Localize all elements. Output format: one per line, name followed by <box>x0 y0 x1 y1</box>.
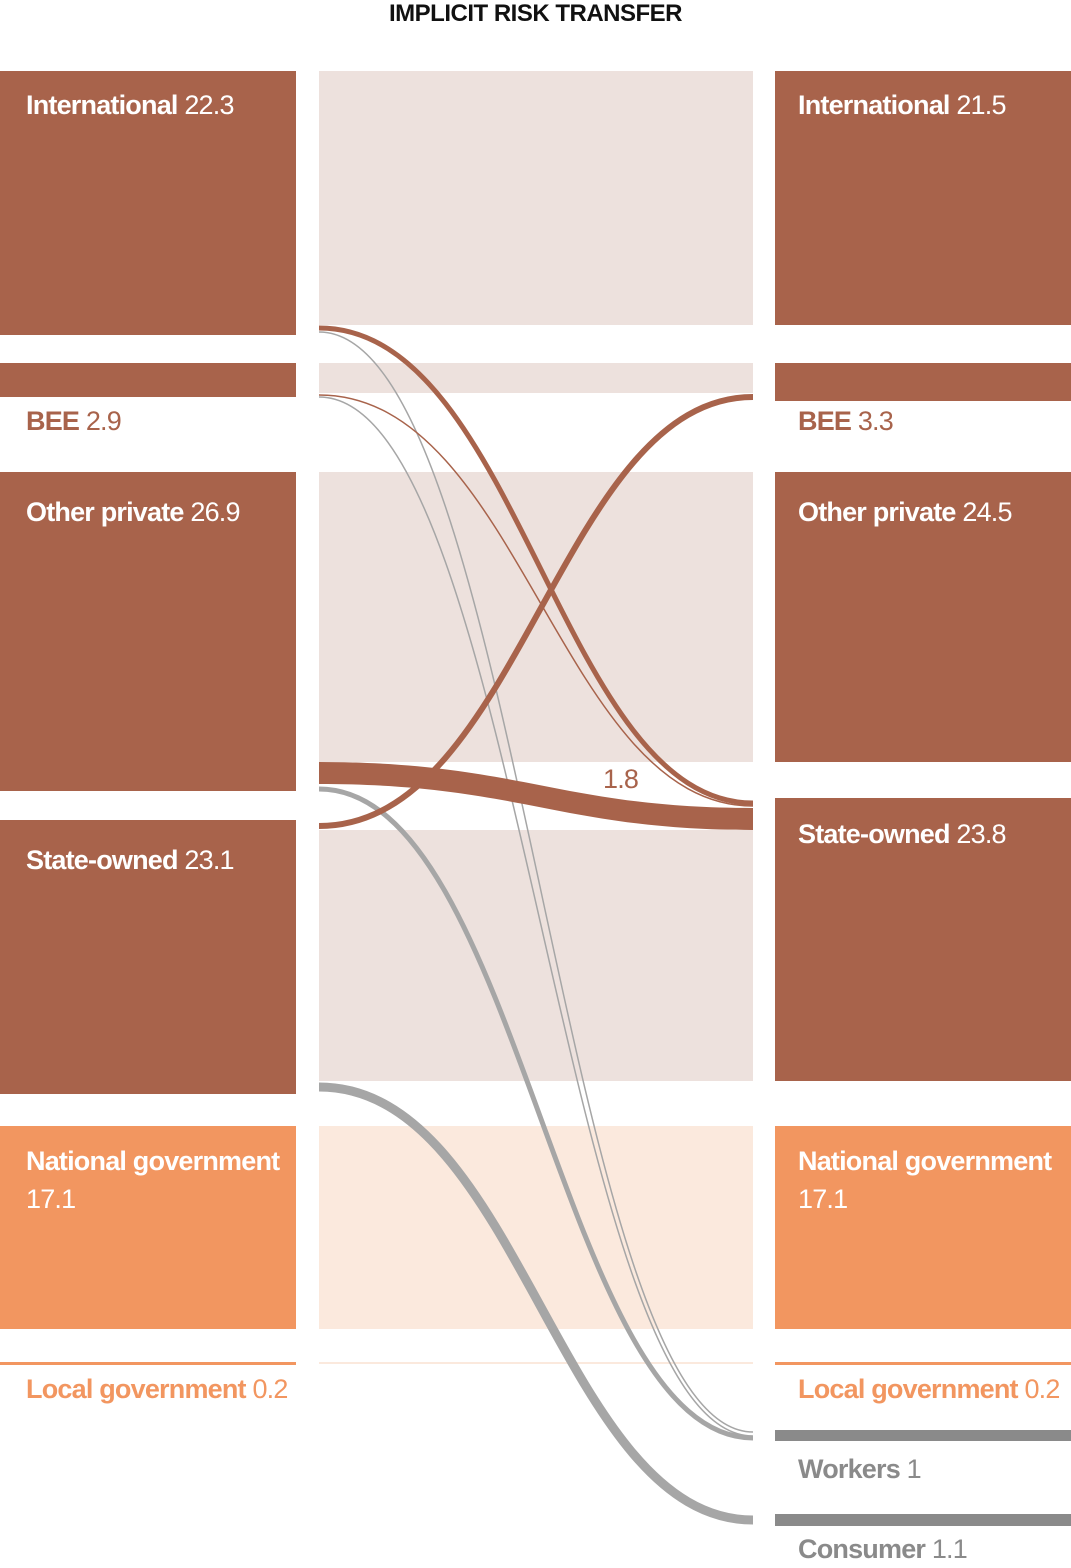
node-value: 0.2 <box>252 1374 288 1404</box>
node-value: 3.3 <box>857 406 894 436</box>
node-value: 0.2 <box>1024 1374 1060 1404</box>
band-international <box>319 71 753 325</box>
right-block-national-government <box>775 1126 1071 1329</box>
right-label-other-private: Other private 24.5 <box>798 493 1013 531</box>
flow-state-owned-to-consumer <box>318 1082 754 1525</box>
left-label-other-private: Other private 26.9 <box>26 493 241 531</box>
left-block-national-government <box>0 1126 296 1329</box>
right-block-consumer <box>775 1514 1071 1526</box>
flow-value-label: 1.8 <box>603 764 639 794</box>
left-block-local-government <box>0 1362 296 1365</box>
flow-state-owned-to-bee <box>318 394 754 829</box>
flow-bee-to-state-owned <box>318 394 754 807</box>
band-local-government <box>319 1362 753 1364</box>
node-name: Local government <box>798 1374 1019 1404</box>
node-value: 21.5 <box>956 90 1006 120</box>
right-block-international <box>775 71 1071 325</box>
node-value: 26.9 <box>190 497 240 527</box>
left-block-international <box>0 71 296 335</box>
node-name: Other private <box>26 497 184 527</box>
right-label-consumer: Consumer 1.1 <box>798 1530 968 1568</box>
band-bee <box>319 363 753 393</box>
right-label-national-government: National government 17.1 <box>798 1142 1063 1218</box>
node-value: 1 <box>906 1454 922 1484</box>
left-label-state-owned: State-owned 23.1 <box>26 841 235 879</box>
node-value: 17.1 <box>26 1184 76 1214</box>
right-label-international: International 21.5 <box>798 86 1006 124</box>
left-block-state-owned <box>0 820 296 1094</box>
node-value: 23.1 <box>184 845 234 875</box>
band-state-owned <box>319 830 753 1081</box>
flow-other-private-to-workers <box>318 786 754 1441</box>
right-block-state-owned <box>775 798 1071 1081</box>
flow-other-private-to-state-owned <box>319 762 753 830</box>
diagram-title: IMPLICIT RISK TRANSFER <box>389 0 683 27</box>
node-name: BEE <box>798 406 852 436</box>
right-label-workers: Workers 1 <box>798 1450 922 1488</box>
node-name: State-owned <box>26 845 179 875</box>
node-name: Workers <box>798 1454 901 1484</box>
right-block-workers <box>775 1430 1071 1441</box>
node-name: Local government <box>26 1374 247 1404</box>
node-name: International <box>798 90 950 120</box>
node-value: 24.5 <box>962 497 1012 527</box>
left-block-other-private <box>0 472 296 791</box>
node-value: 23.8 <box>956 819 1006 849</box>
node-name: State-owned <box>798 819 951 849</box>
right-block-local-government <box>775 1362 1071 1365</box>
left-label-bee: BEE 2.9 <box>26 402 122 440</box>
node-value: 2.9 <box>85 406 122 436</box>
flow-international-to-workers <box>318 331 754 1433</box>
flow-international-to-state-owned <box>318 325 754 806</box>
node-name: Other private <box>798 497 956 527</box>
node-value: 1.1 <box>931 1534 968 1564</box>
node-name: Consumer <box>798 1534 926 1564</box>
right-label-state-owned: State-owned 23.8 <box>798 815 1007 853</box>
node-value: 17.1 <box>798 1184 848 1214</box>
right-block-other-private <box>775 472 1071 762</box>
node-name: International <box>26 90 178 120</box>
flow-bee-to-workers <box>318 396 754 1437</box>
left-label-international: International 22.3 <box>26 86 234 124</box>
node-name: BEE <box>26 406 80 436</box>
right-block-bee <box>775 363 1071 401</box>
node-value: 22.3 <box>184 90 234 120</box>
left-label-local-government: Local government 0.2 <box>26 1370 288 1408</box>
node-name: National government <box>26 1146 280 1176</box>
right-label-bee: BEE 3.3 <box>798 402 894 440</box>
left-block-bee <box>0 363 296 397</box>
left-label-national-government: National government 17.1 <box>26 1142 291 1218</box>
right-label-local-government: Local government 0.2 <box>798 1370 1060 1408</box>
node-name: National government <box>798 1146 1052 1176</box>
